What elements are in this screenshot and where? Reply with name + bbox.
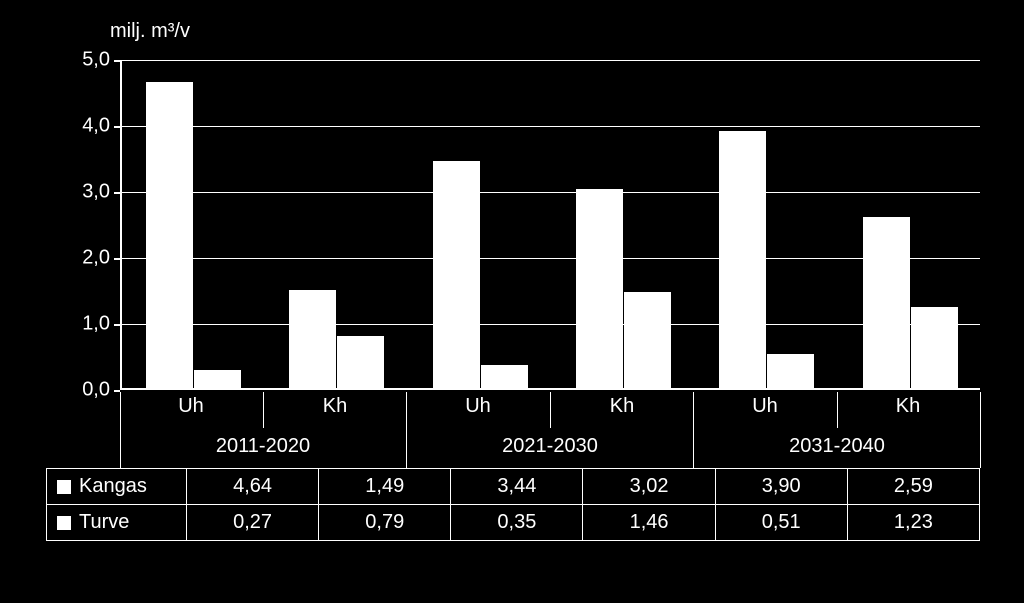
bar-turve	[767, 354, 814, 388]
table-cell: 0,27	[187, 505, 319, 541]
grid-line	[122, 192, 980, 193]
table-cell: 2,59	[847, 469, 979, 505]
bar-kangas	[576, 189, 623, 388]
table-row: Kangas 4,64 1,49 3,44 3,02 3,90 2,59	[47, 469, 980, 505]
bar-turve	[624, 292, 671, 388]
bar-kangas	[433, 161, 480, 388]
table-cell: 1,49	[319, 469, 451, 505]
table-cell: 0,79	[319, 505, 451, 541]
legend-kangas: Kangas	[47, 469, 187, 505]
y-tick: 4,0	[60, 115, 110, 138]
chart-container: milj. m³/v 0,0 1,0 2,0 3,0 4,0 5,0	[40, 20, 1000, 580]
bar-turve	[481, 365, 528, 388]
y-tick: 2,0	[60, 247, 110, 270]
series-label: Turve	[79, 511, 129, 533]
y-axis-label: milj. m³/v	[110, 20, 190, 43]
plot-area	[120, 60, 980, 390]
table-cell: 3,90	[715, 469, 847, 505]
x-sub-label: Uh	[752, 395, 778, 418]
bar-kangas	[289, 290, 336, 388]
table-cell: 1,46	[583, 505, 715, 541]
x-labels: Uh Kh Uh Kh Uh Kh 2011-2020 2021-2030 20…	[120, 395, 980, 435]
data-table: Kangas 4,64 1,49 3,44 3,02 3,90 2,59 Tur…	[46, 468, 980, 541]
series-label: Kangas	[79, 475, 147, 497]
x-sub-label: Kh	[323, 395, 347, 418]
x-period-label: 2011-2020	[216, 435, 310, 458]
y-tick: 3,0	[60, 181, 110, 204]
legend-turve: Turve	[47, 505, 187, 541]
table-cell: 3,44	[451, 469, 583, 505]
grid-line	[122, 258, 980, 259]
x-sub-label: Uh	[178, 395, 204, 418]
x-sub-label: Kh	[610, 395, 634, 418]
y-tick: 1,0	[60, 313, 110, 336]
table-cell: 0,35	[451, 505, 583, 541]
bar-turve	[337, 336, 384, 388]
bar-turve	[194, 370, 241, 388]
bar-kangas	[146, 82, 193, 388]
bar-kangas	[719, 131, 766, 388]
legend-marker-icon	[57, 516, 71, 530]
grid-line	[122, 324, 980, 325]
grid-line	[122, 60, 980, 61]
table-cell: 4,64	[187, 469, 319, 505]
table-row: Turve 0,27 0,79 0,35 1,46 0,51 1,23	[47, 505, 980, 541]
table-cell: 3,02	[583, 469, 715, 505]
grid-line	[122, 126, 980, 127]
x-sub-label: Kh	[896, 395, 920, 418]
legend-marker-icon	[57, 480, 71, 494]
period-divider	[980, 392, 981, 468]
x-period-label: 2021-2030	[502, 435, 598, 458]
x-period-label: 2031-2040	[789, 435, 885, 458]
x-sub-label: Uh	[465, 395, 491, 418]
table-cell: 0,51	[715, 505, 847, 541]
y-tick: 0,0	[60, 379, 110, 402]
bar-turve	[911, 307, 958, 388]
y-tick: 5,0	[60, 49, 110, 72]
bar-kangas	[863, 217, 910, 388]
table-cell: 1,23	[847, 505, 979, 541]
